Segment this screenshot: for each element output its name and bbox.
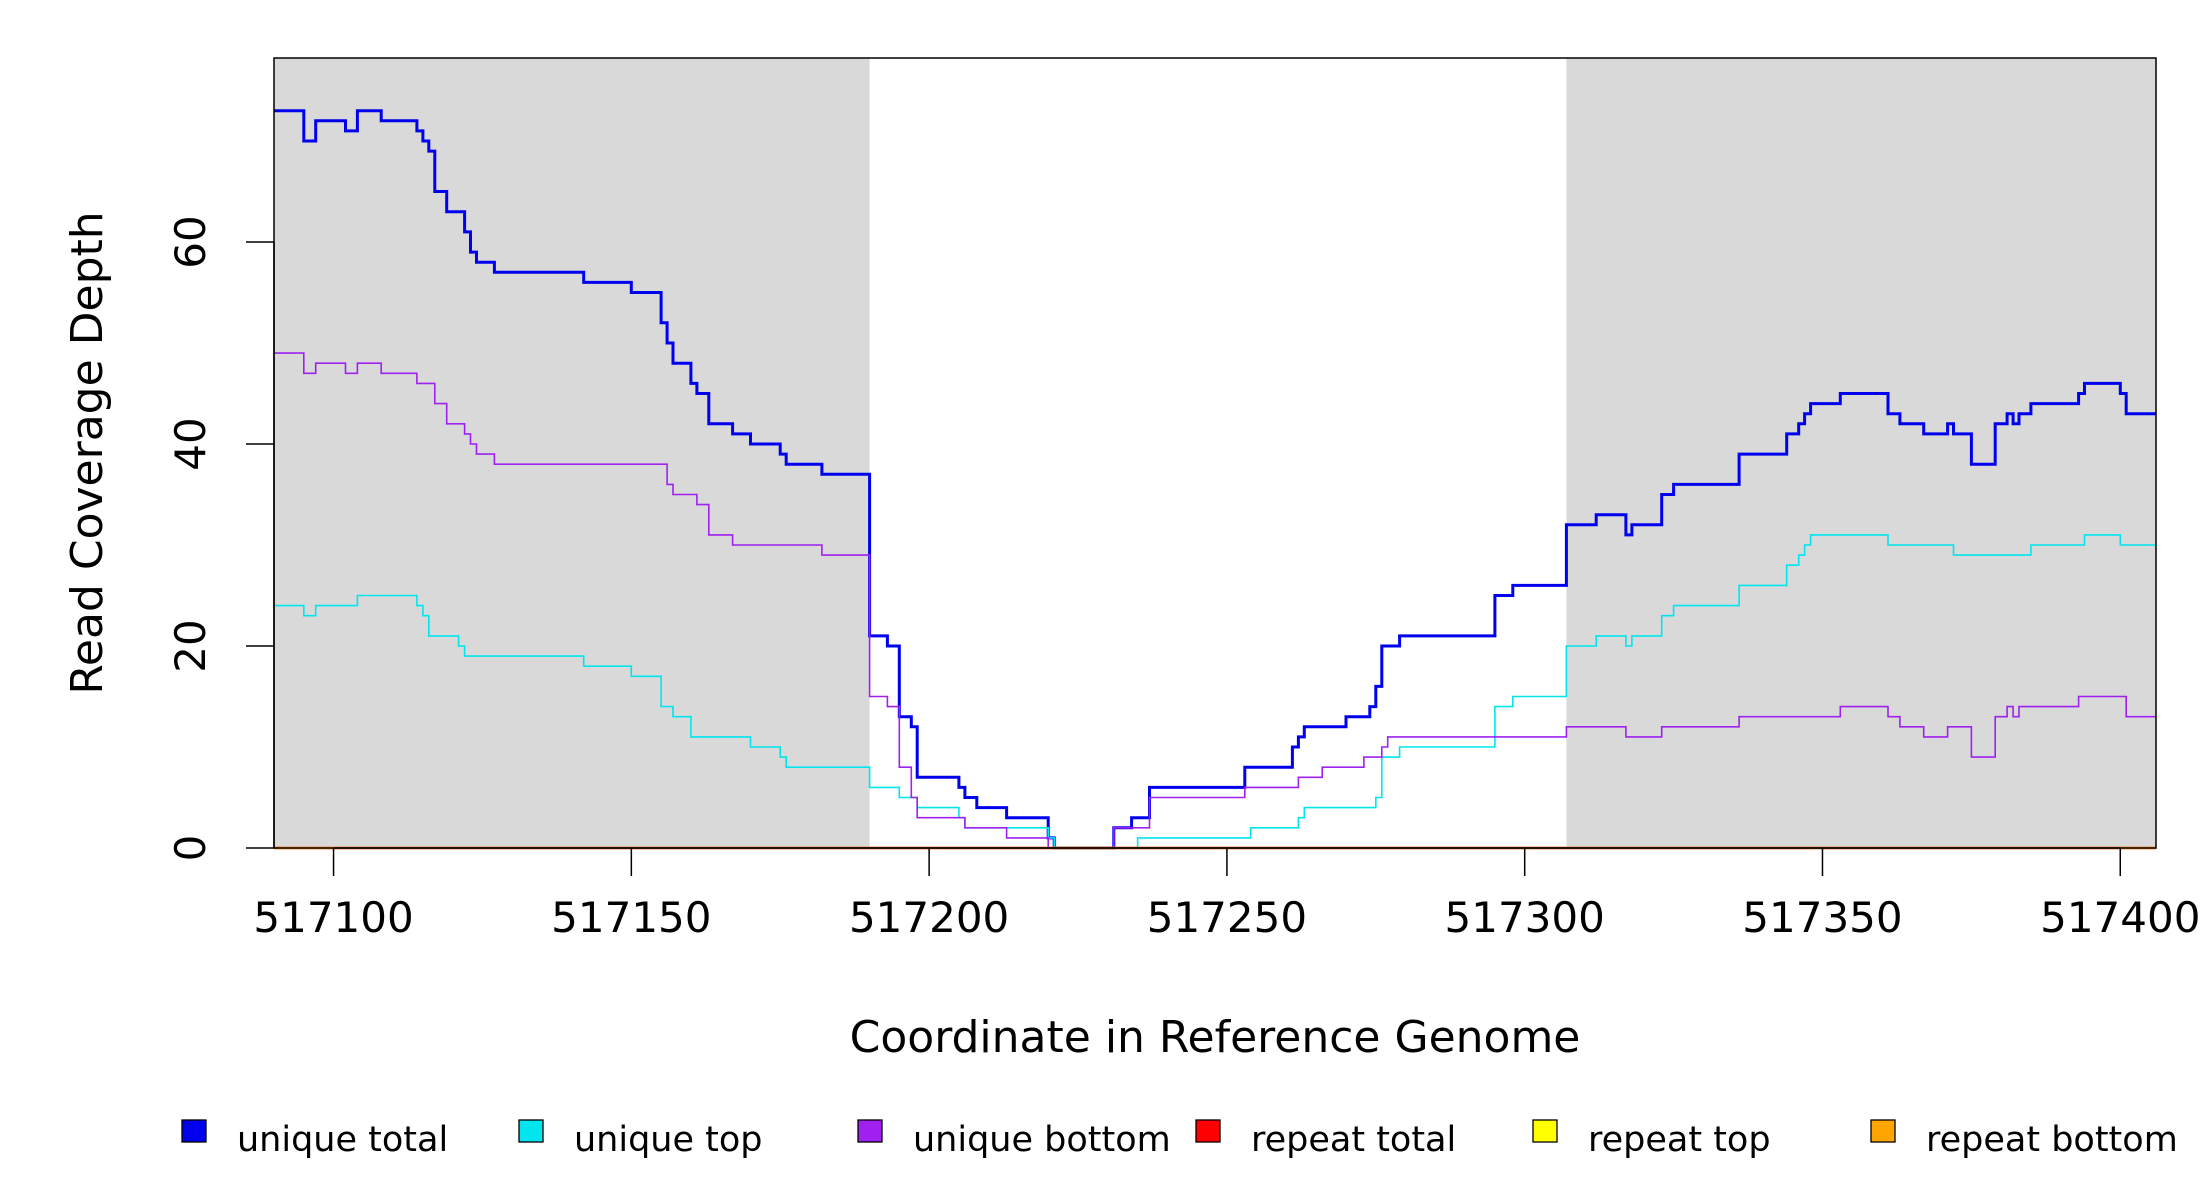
shaded-region-2 (1566, 58, 2156, 848)
repeat-total-legend-label: repeat total (1251, 1120, 1456, 1160)
x-axis-title: Coordinate in Reference Genome (850, 1012, 1581, 1063)
y-tick-label: 20 (166, 619, 215, 672)
unique-top-legend-swatch (518, 1119, 544, 1143)
unique-bottom-line (274, 352, 2156, 849)
repeat-bottom-legend-label: repeat bottom (1926, 1120, 2178, 1160)
repeat-bottom-legend-swatch (1870, 1119, 1896, 1143)
unique-total-line (274, 109, 2156, 850)
unique-bottom-legend-label: unique bottom (913, 1120, 1171, 1160)
unique-bottom-legend-swatch (857, 1119, 883, 1143)
x-tick-label: 517250 (1147, 893, 1307, 942)
y-tick-label: 0 (166, 835, 215, 862)
x-tick-label: 517100 (253, 893, 413, 942)
unique-top-line (274, 534, 2156, 849)
x-tick-label: 517200 (849, 893, 1009, 942)
y-tick-label: 60 (166, 215, 215, 268)
x-tick-label: 517400 (2040, 893, 2200, 942)
y-axis-title: Read Coverage Depth (62, 211, 113, 694)
repeat-top-legend-swatch (1532, 1119, 1558, 1143)
legend: unique total unique top unique bottom repea… (181, 1119, 2178, 1160)
x-axis: 517100 517150 517200 517250 517300 517350 5174… (253, 847, 2200, 942)
unique-top-legend-label: unique top (574, 1120, 763, 1160)
unique-total-legend-swatch (181, 1119, 207, 1143)
x-tick-label: 517350 (1742, 893, 1902, 942)
x-tick-label: 517150 (551, 893, 711, 942)
repeat-total-legend-swatch (1195, 1119, 1221, 1143)
x-tick-label: 517300 (1445, 893, 1605, 942)
y-axis: 0 20 40 60 (166, 215, 275, 862)
unique-total-legend-label: unique total (237, 1120, 448, 1160)
y-tick-label: 40 (166, 417, 215, 470)
shaded-region-1 (274, 58, 870, 848)
repeat-top-legend-label: repeat top (1588, 1120, 1771, 1160)
shaded-regions (274, 58, 2156, 848)
